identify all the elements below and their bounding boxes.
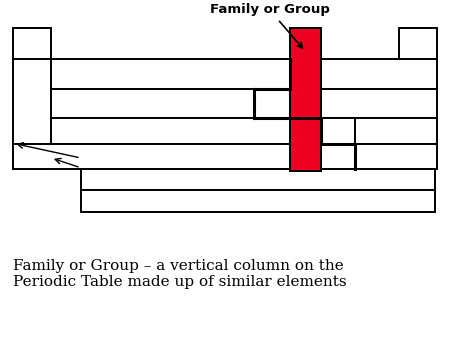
Bar [321,118,355,144]
Bar [51,118,290,144]
Bar [355,118,436,144]
Bar [14,144,436,169]
Bar [14,28,51,59]
Bar [321,59,436,89]
Bar [51,59,290,89]
Bar [321,89,436,118]
Bar [290,28,321,171]
Bar [14,59,51,169]
Bar [51,89,254,118]
Bar [81,169,435,190]
Bar [81,190,435,212]
Bar [399,28,436,59]
Text: Family or Group: Family or Group [210,3,330,48]
Text: Family or Group – a vertical column on the
Periodic Table made up of similar ele: Family or Group – a vertical column on t… [14,259,347,289]
